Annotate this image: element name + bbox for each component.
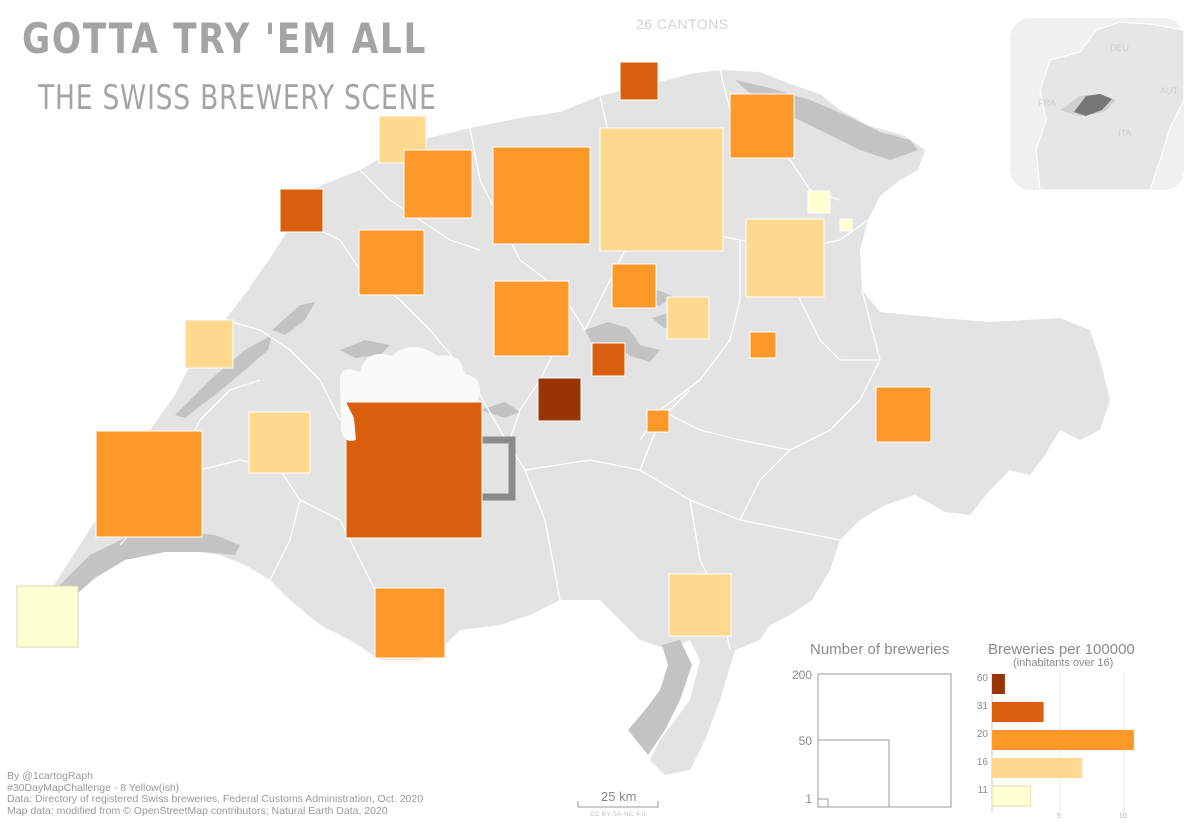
- size-legend-squares: [817, 673, 952, 808]
- size-legend-tick-200: 200: [791, 668, 812, 682]
- rate-bar-20: [992, 730, 1134, 750]
- switzerland-land: [52, 70, 1110, 775]
- canton-square[interactable]: [374, 587, 446, 659]
- rate-bar-60: [992, 674, 1005, 694]
- inset-map: [1010, 18, 1185, 191]
- canton-square[interactable]: [537, 377, 582, 422]
- canton-square[interactable]: [839, 218, 853, 232]
- scale-bar: [577, 801, 659, 808]
- legend-square-1: [817, 798, 829, 808]
- canton-square[interactable]: [668, 573, 732, 637]
- size-legend-tick-1: 1: [805, 792, 812, 806]
- inset-label-deu: DEU: [1110, 43, 1130, 53]
- canton-square[interactable]: [745, 218, 825, 298]
- canton-square[interactable]: [619, 61, 659, 101]
- inset-label-fra: FRA: [1038, 98, 1056, 108]
- beer-mug-handle: [480, 436, 516, 501]
- rate-legend-bars: [991, 672, 1134, 812]
- canton-square[interactable]: [248, 411, 311, 474]
- credit-challenge: #30DayMapChallenge - 8 Yellow(ish): [7, 781, 180, 794]
- rate-legend-title: Breweries per 100000: [988, 641, 1135, 658]
- rate-axis-tick-5: 5: [1057, 813, 1061, 820]
- map-subtitle: THE SWISS BREWERY SCENE: [38, 78, 437, 118]
- rate-legend-subtitle: (inhabitants over 16): [1013, 657, 1114, 669]
- canton-square[interactable]: [611, 263, 657, 309]
- canton-square[interactable]: [749, 331, 777, 359]
- canton-square[interactable]: [599, 127, 724, 252]
- rate-label-31: 31: [976, 701, 988, 712]
- canton-square[interactable]: [492, 146, 591, 245]
- rate-bar-16: [992, 758, 1083, 778]
- canton-square[interactable]: [16, 585, 79, 648]
- cantons-label: 26 CANTONS: [636, 16, 729, 32]
- size-legend-tick-50: 50: [798, 734, 812, 748]
- canton-square[interactable]: [493, 280, 570, 357]
- rate-bar-31: [992, 702, 1044, 722]
- canton-squares: [16, 61, 932, 659]
- rate-label-16: 16: [976, 757, 988, 768]
- beer-mug-body: [345, 401, 483, 539]
- canton-square[interactable]: [729, 93, 795, 159]
- credits: By @1cartogRaph #30DayMapChallenge - 8 Y…: [7, 770, 424, 817]
- rate-label-60: 60: [976, 673, 988, 684]
- map-title: GOTTA TRY 'EM ALL: [22, 14, 428, 63]
- inset-label-aut: AUT: [1160, 86, 1178, 96]
- canton-square[interactable]: [666, 296, 710, 340]
- legend-square-50: [817, 739, 890, 808]
- size-legend-title: Number of breweries: [810, 641, 950, 658]
- credit-data: Data: Directory of registered Swiss brew…: [7, 793, 424, 805]
- beer-mug-foam: [340, 347, 482, 441]
- canton-square[interactable]: [358, 229, 425, 296]
- rate-label-20: 20: [976, 729, 988, 740]
- canton-square[interactable]: [646, 409, 670, 433]
- rate-label-11: 11: [977, 785, 988, 796]
- canton-square[interactable]: [279, 188, 324, 233]
- license-label: CC BY-SA-NC 4.0: [590, 812, 646, 818]
- rate-axis-tick-10: 10: [1119, 813, 1127, 820]
- canton-square[interactable]: [95, 430, 203, 538]
- credit-author: By @1cartogRaph: [7, 770, 93, 782]
- credit-map-data: Map data: modified from © OpenStreetMap …: [7, 804, 388, 817]
- canton-square[interactable]: [875, 386, 932, 443]
- canton-square[interactable]: [591, 342, 626, 377]
- rate-bar-11: [991, 785, 1032, 807]
- inset-switzerland-highlight: [1074, 94, 1112, 116]
- scale-bar-label: 25 km: [601, 789, 637, 804]
- beer-mug[interactable]: [340, 347, 516, 539]
- canton-square[interactable]: [807, 190, 831, 214]
- inset-label-ita: ITA: [1118, 128, 1132, 138]
- canton-square[interactable]: [184, 319, 234, 369]
- canton-square[interactable]: [403, 149, 473, 219]
